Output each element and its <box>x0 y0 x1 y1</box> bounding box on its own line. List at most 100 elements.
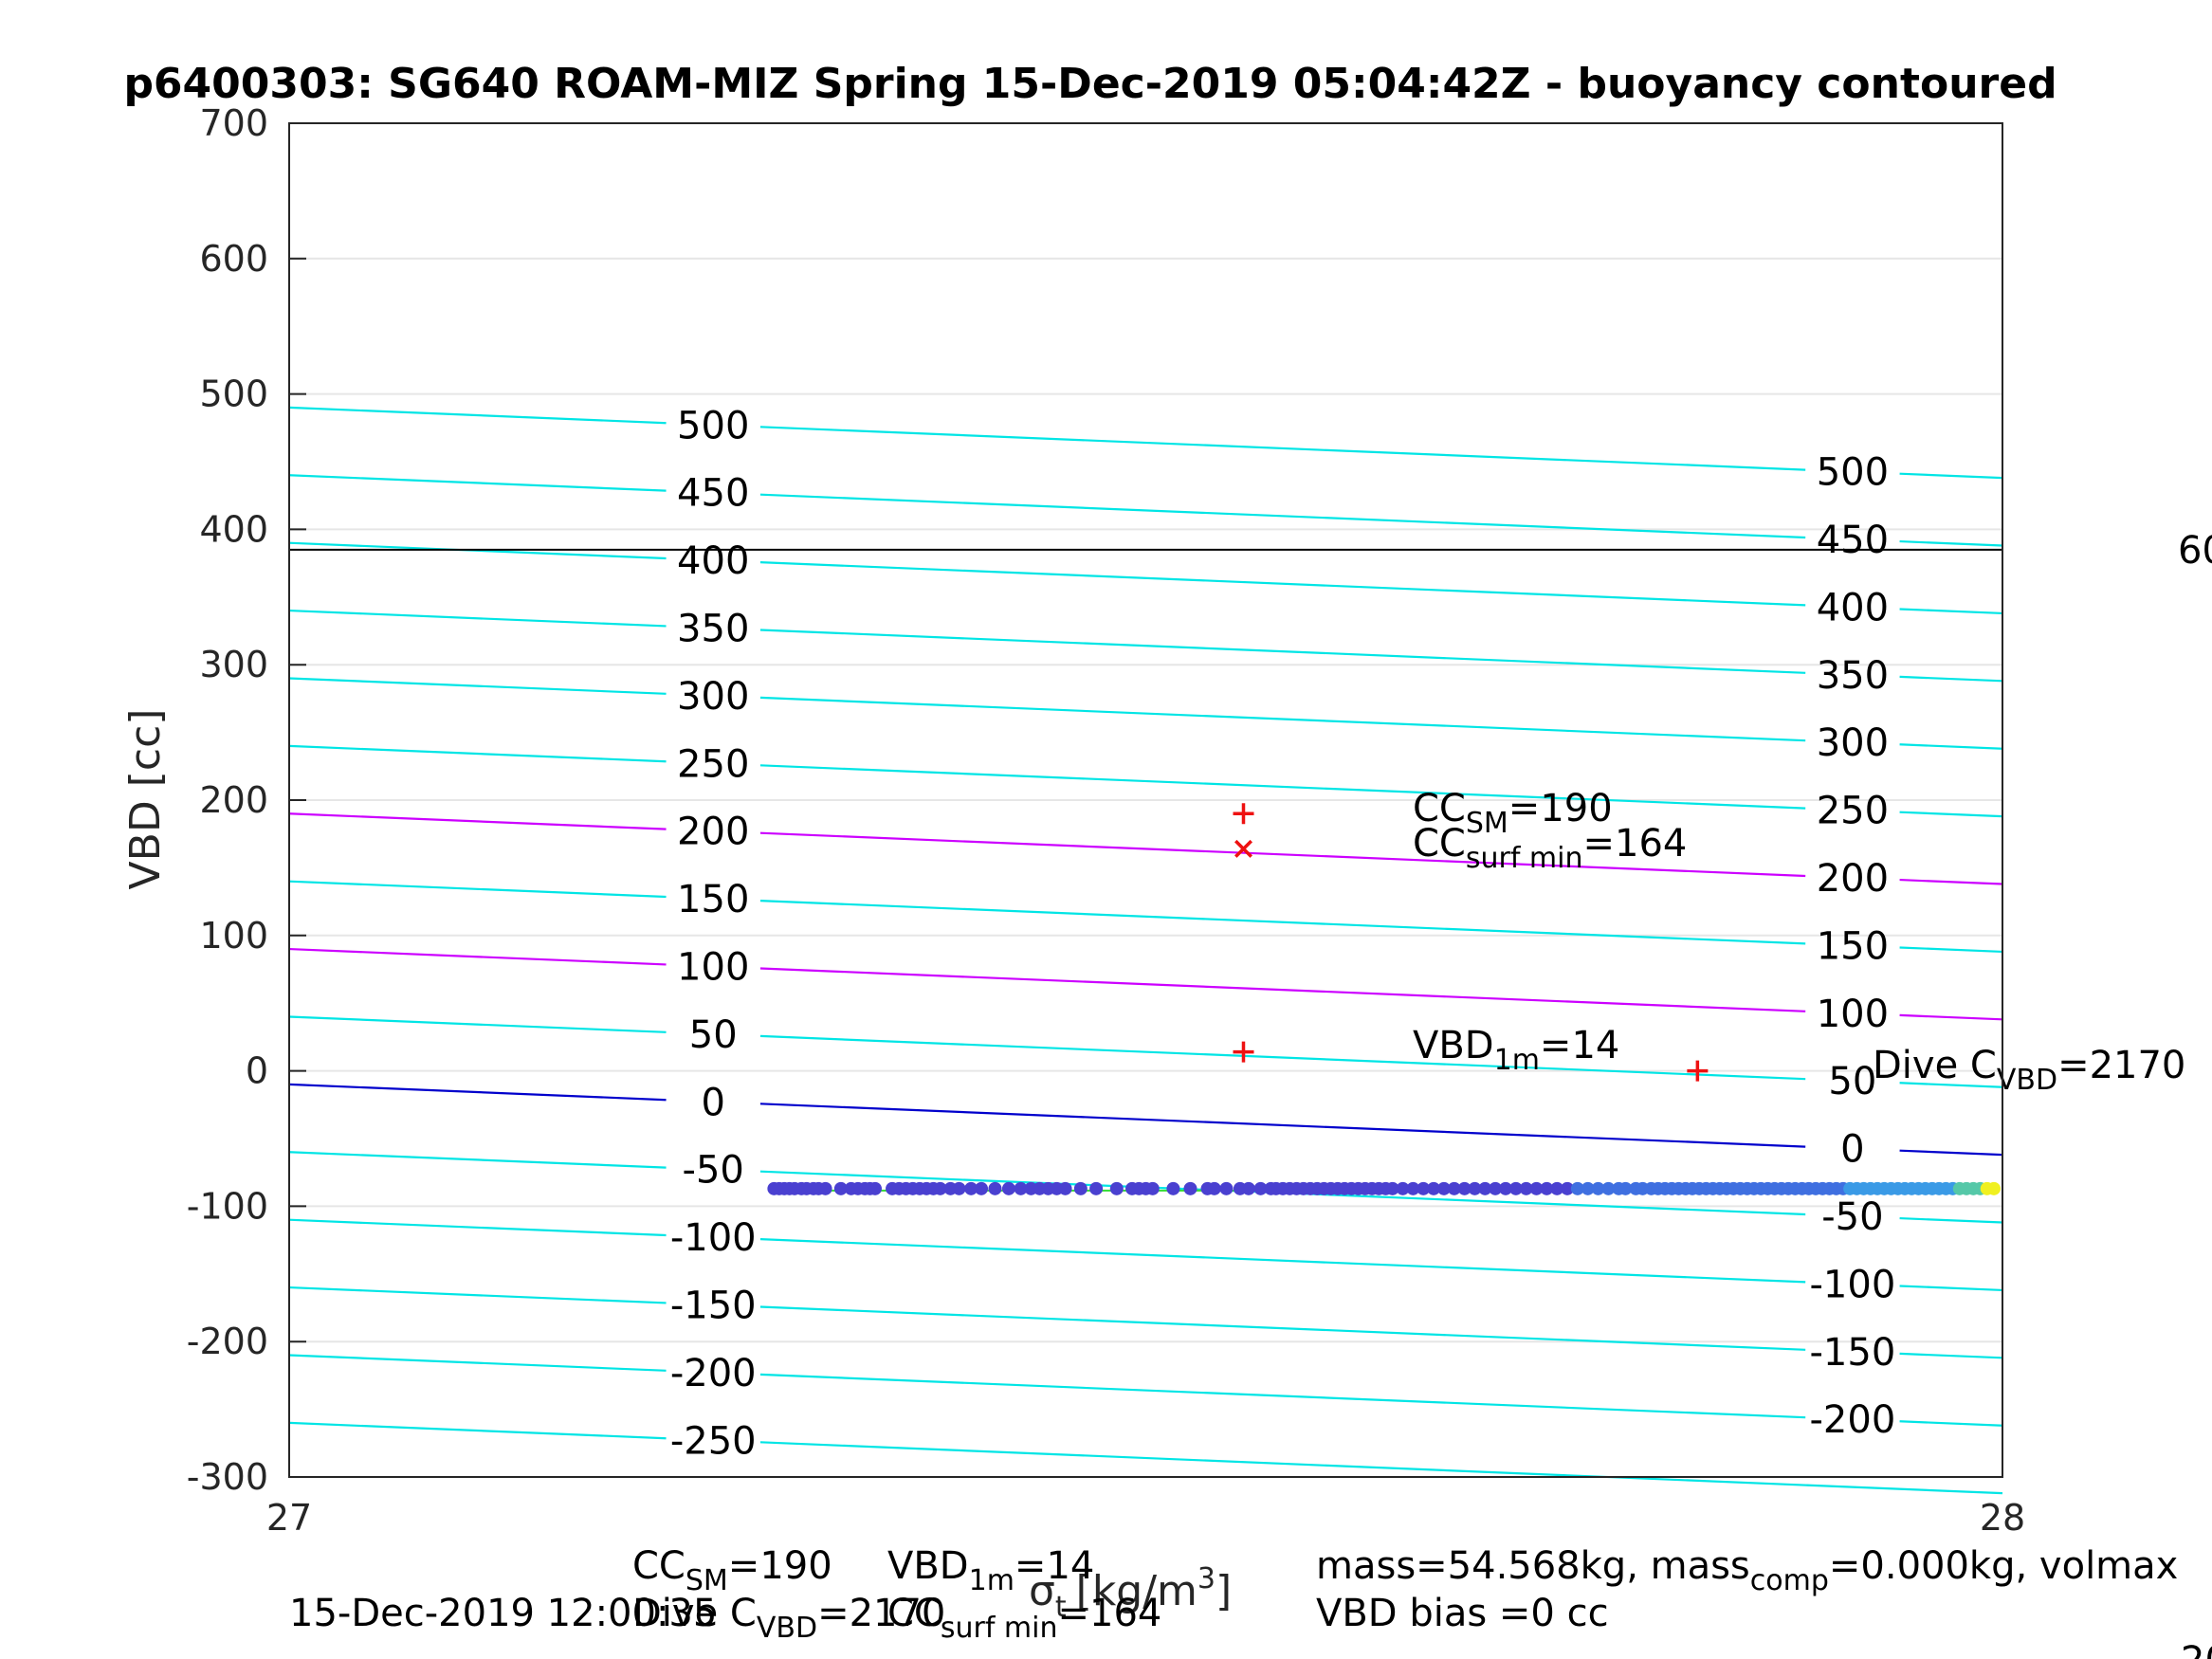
chart-title: p6400303: SG640 ROAM-MIZ Spring 15-Dec-2… <box>123 60 2057 108</box>
contour-line <box>288 1421 667 1440</box>
contour-line <box>759 1441 2003 1495</box>
x-ticks: 27 28 <box>266 1460 2025 1539</box>
footer-corner-label: 20 <box>2181 1639 2212 1659</box>
footer-cc-surf-min: CCsurf min=164 <box>887 1592 1161 1645</box>
contour-line <box>759 629 1806 674</box>
footer-mass: mass=54.568kg, masscomp=0.000kg, volmax <box>1316 1544 2178 1597</box>
footer: 15-Dec-2019 12:00:35 CCSM=190 VBD1m=14 D… <box>289 1544 2212 1659</box>
contour-label: 350 <box>1817 654 1889 698</box>
scatter-point <box>1498 1181 1512 1195</box>
grid <box>289 122 2002 1478</box>
scatter-point <box>1207 1181 1221 1195</box>
contour-label: 200 <box>1817 857 1889 901</box>
scatter-point <box>1561 1181 1575 1195</box>
scatter-point <box>1073 1181 1088 1195</box>
marker-plus <box>1233 1041 1254 1063</box>
y-tick-label: -100 <box>187 1185 268 1227</box>
scatter-point <box>1109 1181 1124 1195</box>
contour-line <box>288 1015 667 1033</box>
y-tick-label: -200 <box>187 1321 268 1362</box>
scatter-point <box>1436 1181 1451 1195</box>
contour-label: -150 <box>670 1284 757 1327</box>
y-tick-label: -300 <box>187 1456 268 1498</box>
contour-line <box>759 1103 1806 1148</box>
scatter-point <box>1145 1181 1160 1195</box>
contour-label: 0 <box>702 1081 725 1124</box>
marker-label: CCSM=190 <box>1413 787 1613 840</box>
scatter-point <box>1581 1181 1595 1195</box>
scatter-point <box>1478 1181 1492 1195</box>
scatter-point <box>1519 1181 1533 1195</box>
scatter-point <box>1406 1181 1420 1195</box>
contour-line <box>1899 1149 2003 1157</box>
contour-line <box>1899 1216 2003 1224</box>
x-axis-sigma: σ <box>1029 1567 1055 1615</box>
contour-line <box>288 677 667 695</box>
contour-line <box>759 1373 1806 1419</box>
contour-label: -100 <box>1809 1263 1895 1306</box>
contour-line <box>288 1218 667 1237</box>
contour-label: 500 <box>677 404 749 447</box>
contour-label: -50 <box>1821 1195 1883 1239</box>
scatter-point <box>833 1181 848 1195</box>
scatter-point <box>1489 1181 1503 1195</box>
reference-line-label: 60 <box>2178 529 2212 573</box>
scatter-point <box>1508 1181 1523 1195</box>
y-tick-label: 0 <box>246 1050 268 1092</box>
contour-lines <box>288 406 2003 1495</box>
scatter-point <box>1540 1181 1554 1195</box>
marker-label: CCsurf min=164 <box>1413 822 1687 875</box>
y-tick-label: 400 <box>199 508 268 550</box>
contour-label: 250 <box>1817 790 1889 833</box>
contour-label: 150 <box>1817 924 1889 968</box>
contour-line <box>1899 878 2003 885</box>
scatter-point <box>1014 1181 1028 1195</box>
footer-vbd-bias: VBD bias =0 cc <box>1316 1592 1609 1635</box>
scatter-point <box>1591 1181 1605 1195</box>
scatter-point <box>1601 1181 1616 1195</box>
y-axis-label: VBD [cc] <box>121 709 170 890</box>
scatter-point <box>1089 1181 1104 1195</box>
scatter-point <box>964 1181 978 1195</box>
contour-line <box>1899 1013 2003 1021</box>
scatter-point <box>1570 1181 1584 1195</box>
contour-label: 50 <box>689 1013 738 1057</box>
contour-label: 0 <box>1840 1128 1864 1172</box>
contour-label: 200 <box>677 811 749 854</box>
scatter-point <box>1241 1181 1255 1195</box>
contour-label: -50 <box>683 1149 744 1193</box>
y-ticks: -300 -200 -100 0 100 200 300 400 500 600 700 <box>187 102 306 1498</box>
contour-line <box>288 812 667 830</box>
contour-label: -150 <box>1809 1331 1895 1375</box>
contour-label: 450 <box>677 472 749 516</box>
contour-line <box>288 880 667 899</box>
contour-label: 400 <box>677 539 749 583</box>
marker-label: Dive CVBD=2170 <box>1873 1044 2185 1097</box>
contour-line <box>288 947 667 966</box>
contour-line <box>1899 1420 2003 1427</box>
contour-line <box>1899 811 2003 818</box>
contour-line <box>1899 1285 2003 1292</box>
contour-label: 100 <box>1817 993 1889 1036</box>
x-axis-sub: t <box>1055 1591 1067 1624</box>
contour-line <box>288 1354 667 1372</box>
footer-vbd-1m: VBD1m=14 <box>887 1544 1094 1597</box>
x-axis-unit: [kg/m <box>1076 1567 1197 1615</box>
scatter-point <box>988 1181 1002 1195</box>
scatter-point <box>868 1181 882 1195</box>
contour-line <box>288 1083 667 1102</box>
contour-label: -200 <box>1809 1398 1895 1442</box>
y-tick-label: 700 <box>199 102 268 144</box>
scatter-point <box>1468 1181 1482 1195</box>
contour-line <box>759 426 1806 471</box>
scatter-point <box>1396 1181 1410 1195</box>
x-axis-unit-sup: 3 <box>1197 1562 1216 1595</box>
contour-line <box>759 900 1806 945</box>
reference-line-group: 60 <box>289 529 2212 573</box>
contour-label: 150 <box>677 878 749 921</box>
footer-timestamp: 15-Dec-2019 12:00:35 <box>289 1592 717 1635</box>
scatter-point <box>1385 1181 1399 1195</box>
contour-line <box>759 1238 1806 1284</box>
contour-line <box>759 493 1806 539</box>
